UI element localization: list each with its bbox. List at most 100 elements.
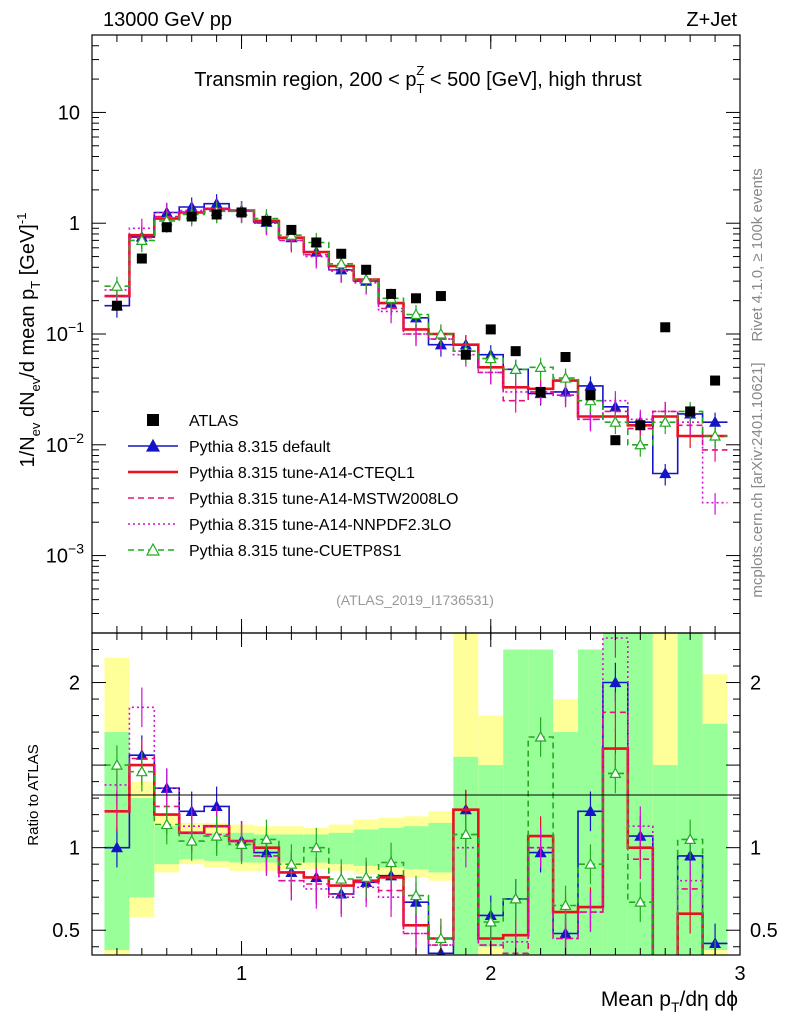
atlas-data-point bbox=[610, 435, 621, 446]
x-tick-label: 3 bbox=[734, 963, 745, 985]
data-point bbox=[434, 932, 447, 944]
atlas-data-point bbox=[136, 253, 147, 264]
data-point bbox=[534, 361, 547, 372]
legend-entry: ATLAS bbox=[147, 413, 239, 430]
y-tick-label: 10−1 bbox=[46, 319, 84, 346]
series-line-pythia-8-315-tune-cuetp8s1 bbox=[104, 210, 728, 446]
atlas-data-point bbox=[510, 346, 521, 357]
legend-label: ATLAS bbox=[189, 413, 239, 430]
data-point bbox=[659, 415, 672, 427]
legend-entry: Pythia 8.315 default bbox=[128, 438, 331, 456]
data-point bbox=[609, 767, 622, 778]
legend-label: Pythia 8.315 tune-A14-MSTW2008LO bbox=[189, 491, 458, 508]
atlas-data-point bbox=[361, 264, 372, 275]
data-point bbox=[235, 838, 248, 849]
data-point bbox=[609, 676, 622, 688]
data-point bbox=[135, 765, 148, 777]
data-point bbox=[385, 856, 398, 868]
data-point bbox=[559, 899, 572, 911]
data-point bbox=[559, 371, 572, 383]
atlas-data-point bbox=[685, 406, 696, 417]
legend-marker bbox=[145, 542, 161, 556]
data-point bbox=[709, 429, 722, 441]
ratio-band-green bbox=[328, 832, 354, 865]
data-point bbox=[160, 818, 173, 830]
atlas-data-point bbox=[560, 351, 571, 362]
atlas-data-point bbox=[485, 324, 496, 335]
data-point bbox=[714, 953, 716, 955]
data-point bbox=[285, 857, 298, 869]
atlas-data-point bbox=[336, 248, 347, 259]
data-point bbox=[634, 438, 647, 450]
data-point bbox=[484, 352, 497, 364]
y-tick-label: 10 bbox=[58, 102, 80, 124]
data-point bbox=[584, 805, 597, 816]
legend-entry: Pythia 8.315 tune-A14-MSTW2008LO bbox=[128, 491, 458, 508]
header-right: Z+Jet bbox=[686, 9, 737, 31]
data-point bbox=[185, 834, 198, 846]
data-point bbox=[135, 234, 148, 245]
data-point bbox=[584, 379, 597, 391]
data-point bbox=[110, 841, 123, 853]
ratio-y-tick-label-right: 0.5 bbox=[750, 920, 778, 942]
data-point bbox=[409, 889, 423, 901]
ratio-uncertainty-bands bbox=[104, 633, 728, 955]
main-plot-area bbox=[104, 194, 728, 515]
atlas-data-point bbox=[635, 420, 646, 431]
y-tick-label: 1 bbox=[69, 213, 80, 235]
data-point bbox=[534, 730, 547, 742]
atlas-data-point bbox=[535, 386, 546, 397]
atlas-data-point bbox=[386, 288, 397, 299]
atlas-data-point bbox=[236, 207, 247, 218]
side-text-bottom: mcplots.cern.ch [arXiv:2401.10621] bbox=[749, 362, 766, 597]
data-point bbox=[310, 841, 323, 853]
legend: ATLAS Pythia 8.315 default Pythia 8.315 tu… bbox=[128, 413, 458, 560]
data-point bbox=[110, 758, 123, 770]
atlas-data-point bbox=[411, 293, 421, 304]
ratio-plot-area bbox=[104, 633, 728, 955]
chart-title: Transmin region, 200 < pTZ < 500 [GeV], … bbox=[194, 63, 642, 96]
data-point bbox=[684, 833, 697, 845]
ratio-y-tick-label: 2 bbox=[69, 673, 80, 695]
ratio-band-green bbox=[428, 822, 454, 873]
ratio-y-tick-label: 1 bbox=[69, 838, 80, 860]
legend-label: Pythia 8.315 tune-A14-CTEQL1 bbox=[189, 465, 415, 482]
atlas-data-point bbox=[710, 375, 721, 386]
legend-marker bbox=[145, 438, 161, 452]
legend-label: Pythia 8.315 tune-A14-NNPDF2.3LO bbox=[189, 517, 451, 534]
atlas-data-point bbox=[460, 349, 471, 360]
x-tick-label: 2 bbox=[485, 963, 496, 985]
ratio-y-axis-label: Ratio to ATLAS bbox=[25, 744, 42, 845]
atlas-data-point bbox=[311, 237, 322, 248]
atlas-data-point bbox=[261, 215, 272, 226]
ratio-band-green bbox=[652, 765, 678, 955]
series-line-pythia-8-315-tune-a14-nnpdf2-3lo bbox=[104, 208, 728, 504]
data-point bbox=[509, 363, 522, 374]
legend-marker bbox=[147, 414, 159, 426]
header-left: 13000 GeV pp bbox=[103, 9, 232, 31]
atlas-data-point bbox=[585, 390, 596, 401]
atlas-data-point bbox=[161, 222, 172, 233]
legend-entry: Pythia 8.315 tune-CUETP8S1 bbox=[128, 542, 402, 560]
data-point bbox=[709, 415, 722, 427]
ratio-line-pythia-8-315-tune-cuetp8s1 bbox=[104, 736, 704, 955]
data-point bbox=[634, 895, 647, 907]
ratio-y-tick-label-right: 2 bbox=[750, 673, 761, 695]
legend-entry: Pythia 8.315 tune-A14-NNPDF2.3LO bbox=[128, 517, 451, 534]
y-tick-label: 10−2 bbox=[46, 430, 84, 457]
atlas-data-point bbox=[111, 300, 122, 311]
data-point bbox=[260, 833, 273, 845]
data-point bbox=[584, 857, 597, 869]
y-axis-label: 1/Nev dNev/d mean pT [GeV]-1 bbox=[14, 213, 43, 468]
data-point bbox=[360, 273, 373, 285]
data-point bbox=[509, 892, 522, 904]
x-tick-label: 1 bbox=[236, 963, 247, 985]
atlas-data-point bbox=[435, 291, 446, 302]
y-tick-label: 10−3 bbox=[46, 541, 84, 568]
ratio-y-tick-label: 0.5 bbox=[52, 920, 80, 942]
ratio-line-pythia-8-315-tune-a14-nnpdf2-3lo bbox=[104, 637, 704, 955]
atlas-data-point bbox=[286, 224, 297, 235]
data-point bbox=[335, 872, 348, 884]
data-point bbox=[360, 871, 373, 882]
